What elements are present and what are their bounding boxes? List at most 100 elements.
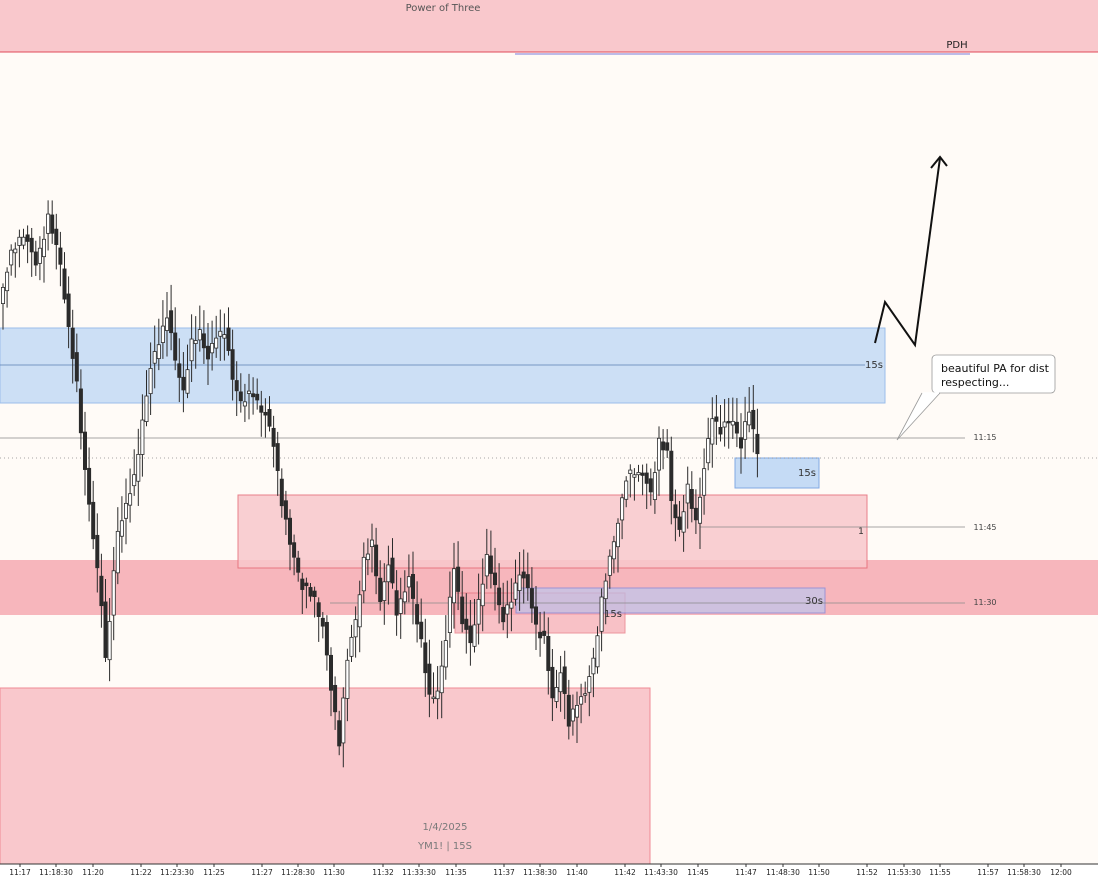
bull-candle [505,604,510,615]
bull-candle [193,340,198,344]
bear-candle [693,507,698,521]
bear-candle [390,557,395,584]
callout-box [931,354,1056,394]
bear-candle [492,572,497,586]
time-tick-label: 11:30 [323,868,345,877]
bull-candle [156,344,161,360]
bull-candle [210,343,215,354]
bull-candle [345,659,350,699]
bear-candle [378,577,383,602]
bull-candle [587,676,592,693]
bull-candle [476,599,481,625]
bull-candle [341,697,346,744]
bull-candle [513,582,518,600]
blue-fvg-30s [515,587,826,614]
bull-candle [603,580,608,600]
blue-fvg-small-label: 15s [798,468,816,479]
bull-candle [447,596,452,634]
bear-candle [275,443,280,471]
bear-candle [644,472,649,484]
bear-candle [739,437,744,449]
bear-candle [74,352,79,382]
bear-candle [394,590,399,616]
pdh-label: PDH [946,40,967,51]
bull-candle [185,369,190,394]
bear-candle [181,376,186,391]
bear-candle [419,621,424,640]
bull-candle [42,238,47,258]
bear-candle [542,630,547,636]
bear-candle [324,621,329,656]
bull-candle [681,511,686,533]
bull-candle [218,330,223,337]
bull-candle [616,522,621,548]
bull-candle [480,583,485,607]
time-tick-label: 11:18:30 [39,868,73,877]
bear-candle [726,420,731,424]
time-axis[interactable] [0,864,1098,882]
time-tick-label: 11:58:30 [1007,868,1041,877]
bull-candle [484,554,489,577]
time-tick-label: 12:00 [1050,868,1072,877]
bull-candle [570,708,575,722]
bear-candle [755,433,760,455]
bull-candle [398,598,403,614]
bear-candle [640,472,645,476]
level-1145-label: 11:45 [973,523,996,532]
bear-candle [226,327,231,351]
bull-candle [431,696,436,699]
arrow-head-icon [930,155,948,169]
bear-candle [464,618,469,630]
bull-candle [124,502,129,519]
time-tick-label: 11:23:30 [160,868,194,877]
time-tick-label: 11:55 [929,868,951,877]
discount-zone [0,687,651,866]
bear-candle [410,573,415,599]
watermark-date: 1/4/2025 [423,822,468,833]
blue-fvg [0,327,886,404]
bull-candle [558,672,563,693]
callout-text-2: respecting... [941,376,1009,389]
bull-candle [13,248,18,254]
candles [0,200,760,768]
bull-candle [5,271,10,292]
bear-candle [103,601,108,658]
bear-candle [255,393,260,401]
bull-candle [46,213,51,234]
bear-candle [534,606,539,625]
time-tick-label: 11:17 [9,868,31,877]
bull-candle [685,483,690,504]
bear-candle [279,478,284,507]
bull-candle [702,468,707,496]
time-tick-label: 11:43:30 [644,868,678,877]
blue-fvg-30s-label: 30s [805,596,823,607]
blue-fvg-label: 15s [865,360,883,371]
bear-candle [308,587,313,597]
bull-candle [472,624,477,647]
bear-candle [169,310,174,334]
bear-candle [566,694,571,727]
bull-candle [128,493,133,506]
bear-candle [751,409,756,430]
bull-candle [575,704,580,718]
bull-candle [0,286,6,304]
bull-candle [242,401,247,407]
bear-candle [95,534,100,569]
chart-title: Power of Three [406,3,481,14]
bull-candle [132,474,137,487]
bull-candle [214,337,219,349]
red-fvg [237,494,868,569]
bear-candle [62,268,67,300]
bear-candle [648,478,653,493]
time-tick-label: 11:35 [445,868,467,877]
bear-candle [50,214,55,234]
bull-candle [652,472,657,501]
bull-candle [628,469,633,475]
bear-candle [271,427,276,447]
bear-candle [205,345,210,360]
bear-candle [238,391,243,402]
bull-candle [119,520,124,537]
bear-candle [287,517,292,545]
bull-candle [152,351,157,364]
